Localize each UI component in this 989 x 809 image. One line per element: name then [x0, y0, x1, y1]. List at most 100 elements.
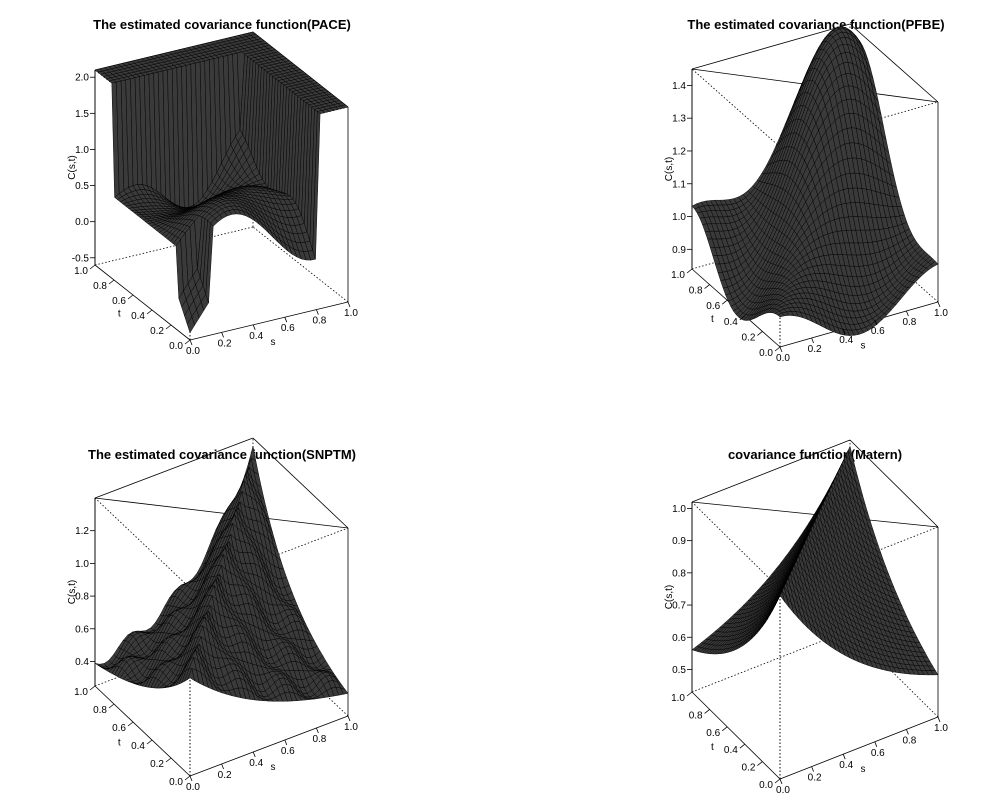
t-tick-label: 0.4	[724, 745, 738, 756]
s-tick-label: 0.6	[281, 323, 295, 334]
s-tick-label: 0.8	[312, 316, 326, 327]
s-tick-mark	[316, 727, 319, 734]
z-tick-label: 0.0	[75, 217, 89, 228]
t-tick-mark	[686, 268, 693, 274]
t-tick-mark	[184, 339, 191, 345]
s-tick-mark	[347, 301, 351, 308]
z-tick-label: 1.0	[672, 212, 686, 223]
t-tick-mark	[757, 331, 763, 336]
s-tick-label: 0.6	[281, 746, 295, 757]
s-tick-mark	[937, 301, 941, 308]
z-axis: -0.50.00.51.01.52.0C(s,t)	[67, 73, 95, 264]
s-axis: 0.00.20.40.60.81.0s	[186, 301, 358, 357]
t-tick-label: 0.4	[724, 317, 738, 328]
panel-pace: The estimated covariance function(PACE)-…	[67, 17, 358, 357]
s-tick-label: 0.6	[871, 748, 885, 759]
s-tick-mark	[874, 741, 878, 747]
s-tick-mark	[906, 310, 909, 317]
t-tick-mark	[721, 299, 728, 305]
s-tick-label: 1.0	[934, 308, 948, 319]
s-tick-mark	[779, 778, 783, 785]
s-tick-label: 0.4	[839, 760, 853, 771]
surface-facet	[340, 104, 349, 109]
t-tick-label: 1.0	[74, 266, 88, 277]
t-tick-mark	[146, 739, 153, 745]
s-tick-mark	[284, 739, 288, 746]
s-tick-mark	[937, 716, 941, 723]
s-tick-label: 0.8	[312, 734, 326, 745]
z-tick-label: 1.2	[672, 146, 686, 157]
t-tick-mark	[704, 284, 710, 289]
chart-title: covariance function(Matern)	[728, 447, 902, 462]
s-tick-mark	[189, 775, 193, 782]
s-tick-mark	[779, 346, 783, 353]
t-tick-label: 0.4	[131, 311, 145, 322]
s-tick-label: 1.0	[344, 722, 358, 733]
panel-matern: covariance function(Matern)0.50.60.70.80…	[664, 439, 948, 796]
t-axis: 0.00.20.40.60.81.0t	[74, 264, 191, 352]
s-tick-label: 0.4	[249, 758, 263, 769]
z-tick-label: 0.4	[75, 657, 89, 668]
z-axis-label: C(s,t)	[664, 585, 675, 609]
z-tick-label: 1.5	[75, 109, 89, 120]
s-tick-mark	[221, 763, 224, 770]
t-tick-label: 0.8	[93, 281, 107, 292]
t-tick-mark	[739, 743, 746, 749]
s-axis-label: s	[861, 764, 866, 775]
t-tick-label: 1.0	[74, 687, 88, 698]
t-tick-label: 0.6	[706, 301, 720, 312]
s-tick-label: 1.0	[344, 308, 358, 319]
t-axis: 0.00.20.40.60.81.0t	[74, 685, 191, 788]
s-axis: 0.00.20.40.60.81.0s	[186, 715, 358, 793]
surface-mesh	[94, 446, 349, 702]
s-tick-mark	[252, 751, 256, 758]
t-tick-label: 0.6	[112, 296, 126, 307]
z-axis: 0.40.60.81.01.2C(s,t)	[67, 526, 95, 668]
panel-pfbe: The estimated covariance function(PFBE)0…	[664, 17, 948, 364]
t-tick-label: 0.8	[93, 705, 107, 716]
t-tick-label: 0.0	[759, 780, 773, 791]
t-tick-mark	[774, 778, 781, 784]
s-tick-label: 0.0	[776, 785, 790, 796]
surface-mesh	[691, 26, 939, 336]
t-axis-label: t	[118, 738, 121, 749]
s-tick-mark	[347, 715, 351, 722]
surface-mesh	[94, 31, 349, 334]
s-axis: 0.00.20.40.60.81.0s	[776, 716, 948, 796]
s-tick-label: 0.0	[186, 782, 200, 793]
z-tick-label: 1.2	[75, 526, 89, 537]
t-tick-mark	[108, 703, 115, 709]
s-tick-label: 0.2	[808, 344, 822, 355]
z-axis-label: C(s,t)	[67, 580, 78, 604]
z-tick-label: 2.0	[75, 73, 89, 84]
s-tick-label: 0.6	[871, 326, 885, 337]
t-tick-mark	[774, 346, 781, 352]
t-tick-label: 0.6	[706, 728, 720, 739]
s-tick-mark	[252, 324, 256, 330]
z-axis: 0.91.01.11.21.31.4C(s,t)	[664, 81, 692, 256]
z-tick-label: 1.0	[75, 145, 89, 156]
z-tick-label: 1.4	[672, 81, 686, 92]
t-tick-label: 0.8	[689, 710, 703, 721]
z-axis-label: C(s,t)	[664, 157, 675, 181]
s-tick-mark	[811, 766, 814, 772]
s-tick-label: 0.0	[776, 353, 790, 364]
s-tick-label: 0.4	[249, 331, 263, 342]
t-tick-label: 0.0	[759, 348, 773, 359]
s-tick-mark	[284, 317, 288, 323]
s-tick-mark	[842, 754, 846, 760]
s-tick-mark	[906, 729, 909, 735]
s-tick-label: 1.0	[934, 723, 948, 734]
t-tick-label: 0.2	[150, 759, 164, 770]
t-tick-label: 0.0	[169, 341, 183, 352]
z-tick-label: 0.9	[672, 536, 686, 547]
s-axis-label: s	[271, 762, 276, 773]
z-axis: 0.50.60.70.80.91.0C(s,t)	[664, 504, 692, 676]
z-tick-label: 1.0	[672, 504, 686, 515]
t-tick-mark	[108, 279, 115, 285]
t-tick-label: 0.2	[741, 763, 755, 774]
s-axis-label: s	[861, 341, 866, 352]
t-tick-label: 0.4	[131, 741, 145, 752]
t-tick-label: 1.0	[671, 270, 685, 281]
t-axis-label: t	[711, 742, 714, 753]
